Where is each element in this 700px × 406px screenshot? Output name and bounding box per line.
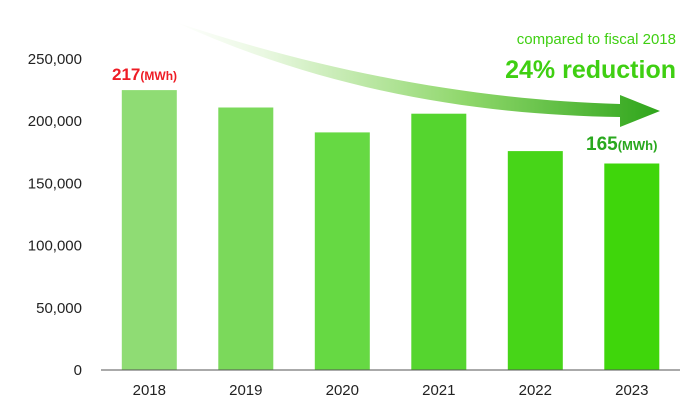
- start-value: 217: [112, 65, 140, 84]
- x-tick-label: 2022: [519, 382, 552, 399]
- bar-2022: [507, 151, 563, 370]
- y-tick-label: 50,000: [36, 300, 82, 317]
- x-tick-label: 2021: [422, 382, 455, 399]
- end-value-label: 165(MWh): [586, 134, 657, 155]
- start-value-label: 217(MWh): [112, 65, 177, 84]
- x-tick-label: 2020: [326, 382, 359, 399]
- y-axis-ticks: 0 50,000 100,000 150,000 200,000 250,000: [28, 51, 82, 379]
- start-unit: (MWh): [140, 69, 177, 83]
- y-tick-label: 150,000: [28, 175, 82, 192]
- note-line1: compared to fiscal 2018: [517, 31, 676, 48]
- y-tick-label: 250,000: [28, 51, 82, 68]
- bar-2021: [411, 113, 467, 370]
- y-tick-label: 200,000: [28, 113, 82, 130]
- x-tick-label: 2023: [615, 382, 648, 399]
- x-axis-ticks: 2018 2019 2020 2021 2022 2023: [133, 382, 649, 399]
- bar-2018: [121, 90, 177, 370]
- reduction-arrow: [175, 22, 660, 127]
- end-value: 165: [586, 134, 618, 155]
- bar-2020: [314, 132, 370, 370]
- note-line2: 24% reduction: [505, 56, 676, 84]
- y-tick-label: 0: [74, 362, 82, 379]
- x-tick-label: 2019: [229, 382, 262, 399]
- y-tick-label: 100,000: [28, 238, 82, 255]
- bars: [121, 90, 660, 370]
- bar-2023: [604, 163, 660, 370]
- bar-2019: [218, 107, 274, 370]
- x-tick-label: 2018: [133, 382, 166, 399]
- end-unit: (MWh): [618, 138, 658, 153]
